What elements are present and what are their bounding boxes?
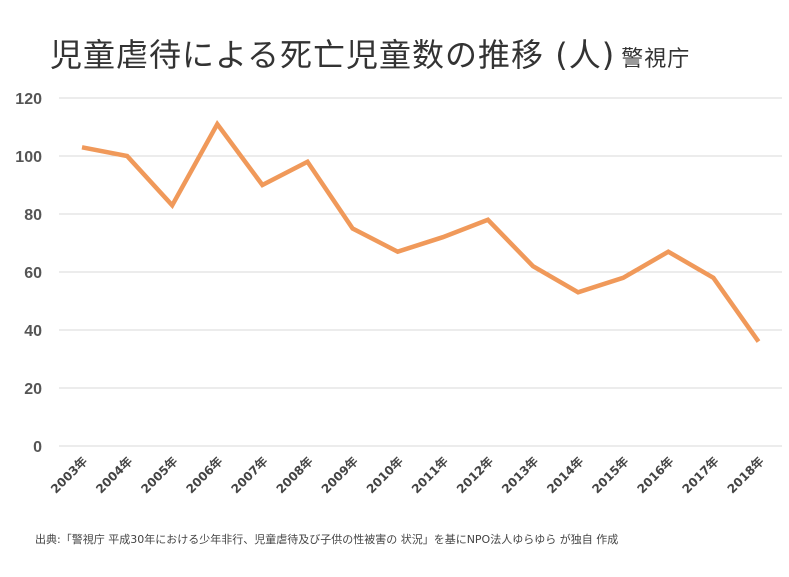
x-tick-label: 2008年 (273, 454, 316, 497)
x-tick-label: 2017年 (679, 454, 722, 497)
y-tick-label: 100 (15, 149, 42, 166)
x-tick-label: 2007年 (228, 454, 271, 497)
y-tick-label: 40 (24, 323, 42, 340)
x-tick-label: 2016年 (634, 454, 677, 497)
x-tick-label: 2006年 (183, 454, 226, 497)
y-tick-label: 60 (24, 265, 42, 282)
x-tick-label: 2014年 (544, 454, 587, 497)
source-note: 出典:「警視庁 平成30年における少年非行、児童虐待及び子供の性被害の 状況」を… (35, 533, 619, 546)
x-tick-label: 2018年 (724, 454, 767, 497)
x-tick-label: 2011年 (408, 454, 451, 497)
x-tick-label: 2009年 (318, 454, 361, 497)
x-tick-label: 2010年 (363, 454, 406, 497)
y-tick-label: 120 (15, 91, 42, 108)
x-tick-label: 2004年 (93, 454, 136, 497)
chart-title: 児童虐待による死亡児童数の推移 (人) 警視庁 (50, 30, 690, 76)
y-tick-label: 0 (33, 439, 42, 456)
x-tick-label: 2013年 (498, 454, 541, 497)
series-line (81, 119, 761, 343)
y-tick-label: 20 (24, 381, 42, 398)
x-tick-label: 2005年 (138, 454, 181, 497)
x-tick-label: 2003年 (47, 454, 90, 497)
chart-subtitle: 警視庁 (621, 47, 691, 72)
y-tick-label: 80 (24, 207, 42, 224)
x-tick-label: 2015年 (589, 454, 632, 497)
title-text: 児童虐待による死亡児童数の推移 (人) (50, 36, 616, 74)
x-tick-label: 2012年 (453, 454, 496, 497)
